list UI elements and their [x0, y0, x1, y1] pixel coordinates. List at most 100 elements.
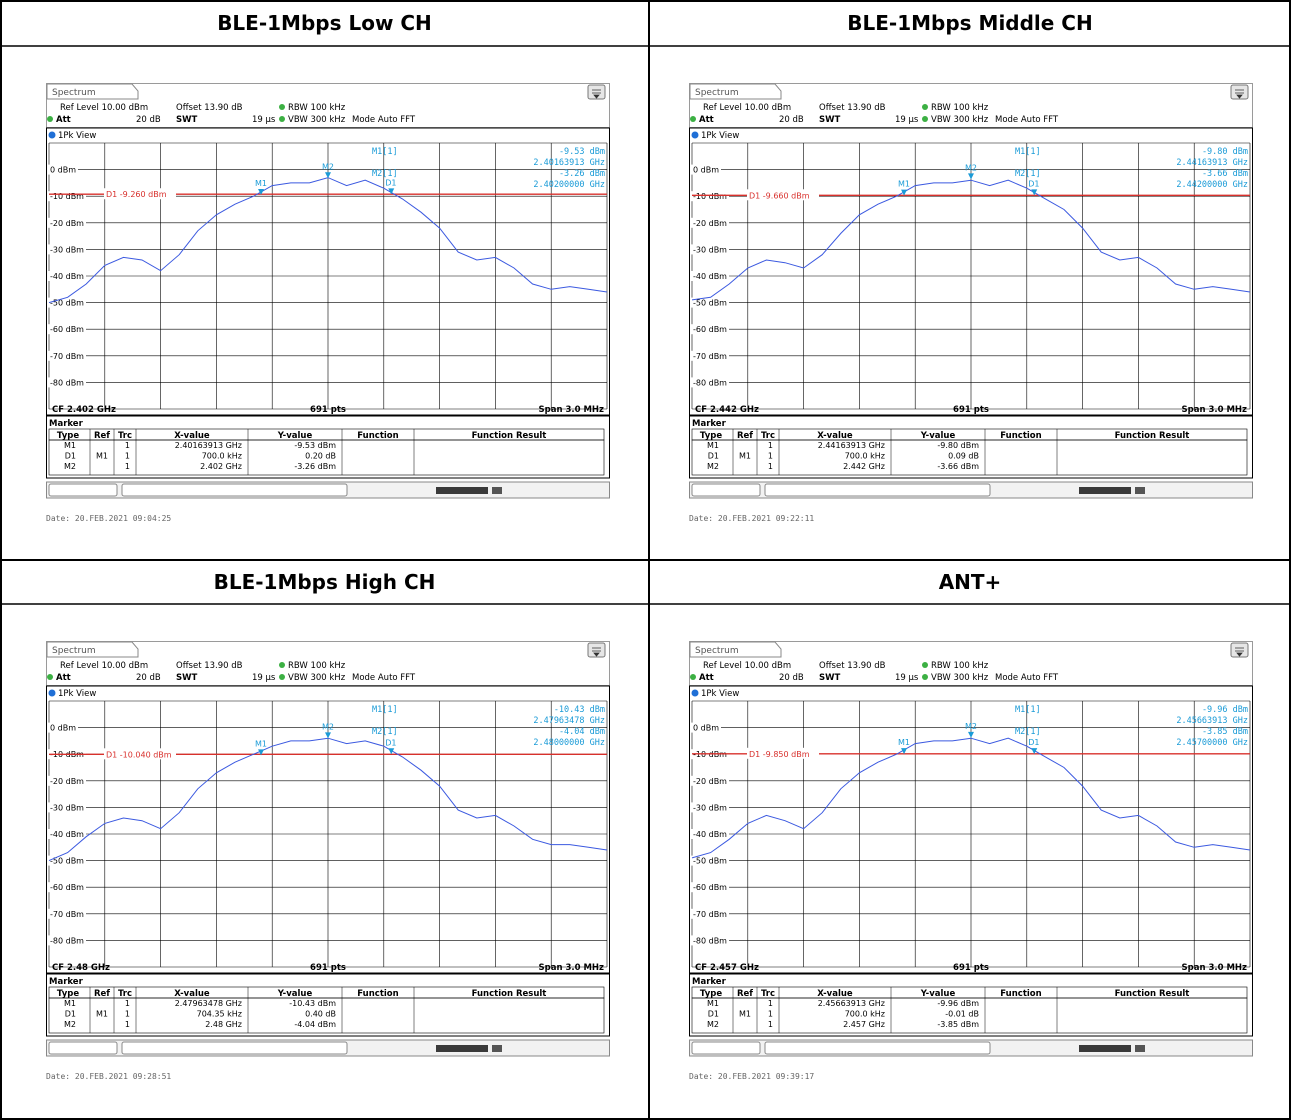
- m2-readout-label: M2[1]: [372, 727, 398, 737]
- marker-row-y-value: -3.26 dBm: [294, 462, 336, 471]
- marker-table-header-cell: Function Result: [1115, 989, 1190, 999]
- marker-row-type: M2: [64, 1020, 76, 1029]
- activity-icon: [492, 487, 502, 494]
- swt-label: SWT: [819, 115, 840, 125]
- header-frame: [46, 83, 610, 128]
- marker-m2-icon[interactable]: [325, 172, 331, 179]
- marker-row-y-value: 0.20 dB: [305, 452, 336, 461]
- marker-row-type: D1: [708, 452, 719, 461]
- panel-title-high: BLE-1Mbps High CH: [213, 570, 436, 594]
- marker-row-x-value: 2.442 GHz: [843, 462, 885, 471]
- marker-m1-icon[interactable]: [901, 189, 908, 196]
- marker-m2-icon[interactable]: [325, 732, 331, 739]
- m1-readout-freq: 2.45663913 GHz: [1176, 716, 1248, 726]
- display-config-icon[interactable]: [587, 642, 606, 658]
- spectrum-tab[interactable]: [46, 641, 139, 658]
- spectrum-tab[interactable]: [689, 641, 782, 658]
- vbw-indicator-icon: [279, 116, 285, 122]
- marker-m2-label: M2: [322, 722, 334, 731]
- spectrum-tab-label: Spectrum: [52, 646, 96, 656]
- spectrum-tab[interactable]: [46, 83, 139, 100]
- att-label: Att: [699, 115, 714, 125]
- status-field-1[interactable]: [691, 483, 761, 497]
- status-field-2[interactable]: [764, 483, 991, 497]
- marker-m1-label: M1: [255, 739, 267, 748]
- marker-table-title: Marker: [692, 977, 727, 987]
- spectrum-trace: [691, 737, 1251, 859]
- status-field-1[interactable]: [48, 483, 118, 497]
- m2-readout-level: -3.66 dBm: [1202, 169, 1248, 179]
- offset: Offset 13.90 dB: [176, 103, 243, 113]
- m1-readout-level: -9.96 dBm: [1202, 705, 1248, 715]
- rbw-indicator-icon: [922, 662, 928, 668]
- m1-readout-label: M1[1]: [372, 705, 398, 715]
- rbw-indicator-icon: [279, 662, 285, 668]
- marker-m2-label: M2: [965, 163, 977, 172]
- marker-m2-icon[interactable]: [968, 173, 974, 180]
- m1-readout-freq: 2.47963478 GHz: [533, 716, 605, 726]
- marker-row-trace: 1: [768, 1020, 773, 1029]
- marker-table-header-cell: Function Result: [472, 431, 547, 441]
- marker-table-header-cell: X-value: [817, 989, 853, 999]
- y-tick-label: -80 dBm: [693, 936, 727, 945]
- status-field-1[interactable]: [691, 1041, 761, 1055]
- marker-m2-icon[interactable]: [968, 731, 974, 738]
- marker-table-header-cell: Trc: [761, 989, 775, 999]
- swt-label: SWT: [176, 115, 197, 125]
- marker-d1-icon[interactable]: [388, 748, 395, 755]
- display-config-icon[interactable]: [1230, 84, 1249, 100]
- marker-d1-label: D1: [385, 738, 396, 747]
- marker-row-trace: 1: [768, 441, 773, 450]
- display-config-icon[interactable]: [1230, 642, 1249, 658]
- y-tick-label: -50 dBm: [50, 857, 84, 866]
- marker-m1-label: M1: [898, 180, 910, 189]
- spectrum-tab[interactable]: [689, 83, 782, 100]
- y-tick-label: -30 dBm: [693, 245, 727, 254]
- y-tick-label: -80 dBm: [693, 378, 727, 387]
- mode: Mode Auto FFT: [352, 673, 416, 683]
- marker-row-y-value: -3.85 dBm: [937, 1020, 979, 1029]
- y-tick-label: -70 dBm: [693, 352, 727, 361]
- status-field-2[interactable]: [121, 483, 348, 497]
- center-frequency: CF 2.442 GHz: [695, 405, 759, 415]
- d1-threshold-label: D1 -9.660 dBm: [749, 191, 810, 200]
- marker-d1-icon[interactable]: [388, 188, 395, 195]
- marker-d1-icon[interactable]: [1031, 748, 1038, 755]
- display-config-glyph-icon: [592, 89, 601, 99]
- rbw: RBW 100 kHz: [288, 661, 346, 671]
- marker-row-y-value: 0.40 dB: [305, 1010, 336, 1019]
- y-tick-label: 0 dBm: [693, 724, 719, 733]
- marker-row-x-value: 700.0 kHz: [845, 1010, 885, 1019]
- status-field-1[interactable]: [48, 1041, 118, 1055]
- marker-table-header-cell: Ref: [94, 989, 110, 999]
- att-value: 20 dB: [136, 673, 161, 683]
- header-frame: [689, 641, 1253, 686]
- marker-m1-icon[interactable]: [258, 749, 265, 756]
- status-field-2[interactable]: [764, 1041, 991, 1055]
- marker-row-x-value: 2.47963478 GHz: [175, 999, 242, 1008]
- swt-label: SWT: [176, 673, 197, 683]
- marker-row-trace: 1: [125, 452, 130, 461]
- marker-m2-label: M2: [322, 162, 334, 171]
- marker-m1-icon[interactable]: [901, 748, 908, 755]
- swt-value: 19 µs: [895, 673, 919, 683]
- status-field-2[interactable]: [121, 1041, 348, 1055]
- center-frequency: CF 2.48 GHz: [52, 963, 110, 973]
- marker-table-frame: [689, 973, 1253, 1037]
- marker-table-header-cell: Function: [1000, 431, 1041, 441]
- display-config-glyph-icon: [1235, 89, 1244, 99]
- att-indicator-icon: [690, 116, 696, 122]
- marker-row-ref: M1: [96, 452, 108, 461]
- marker-m1-icon[interactable]: [258, 188, 265, 195]
- marker-table-body: [691, 997, 1248, 1034]
- display-config-icon[interactable]: [587, 84, 606, 100]
- marker-table-header-cell: Y-value: [277, 431, 313, 441]
- marker-table-frame: [46, 973, 610, 1037]
- spectrum-screenshot-high: Spectrum Ref Level 10.00 dBm Offset 13.90 …: [46, 641, 610, 1096]
- marker-row-y-value: -9.80 dBm: [937, 441, 979, 450]
- marker-d1-icon[interactable]: [1031, 189, 1038, 196]
- y-tick-label: -60 dBm: [693, 883, 727, 892]
- panel-title-ant: ANT+: [938, 570, 1002, 594]
- marker-table-frame: [46, 415, 610, 479]
